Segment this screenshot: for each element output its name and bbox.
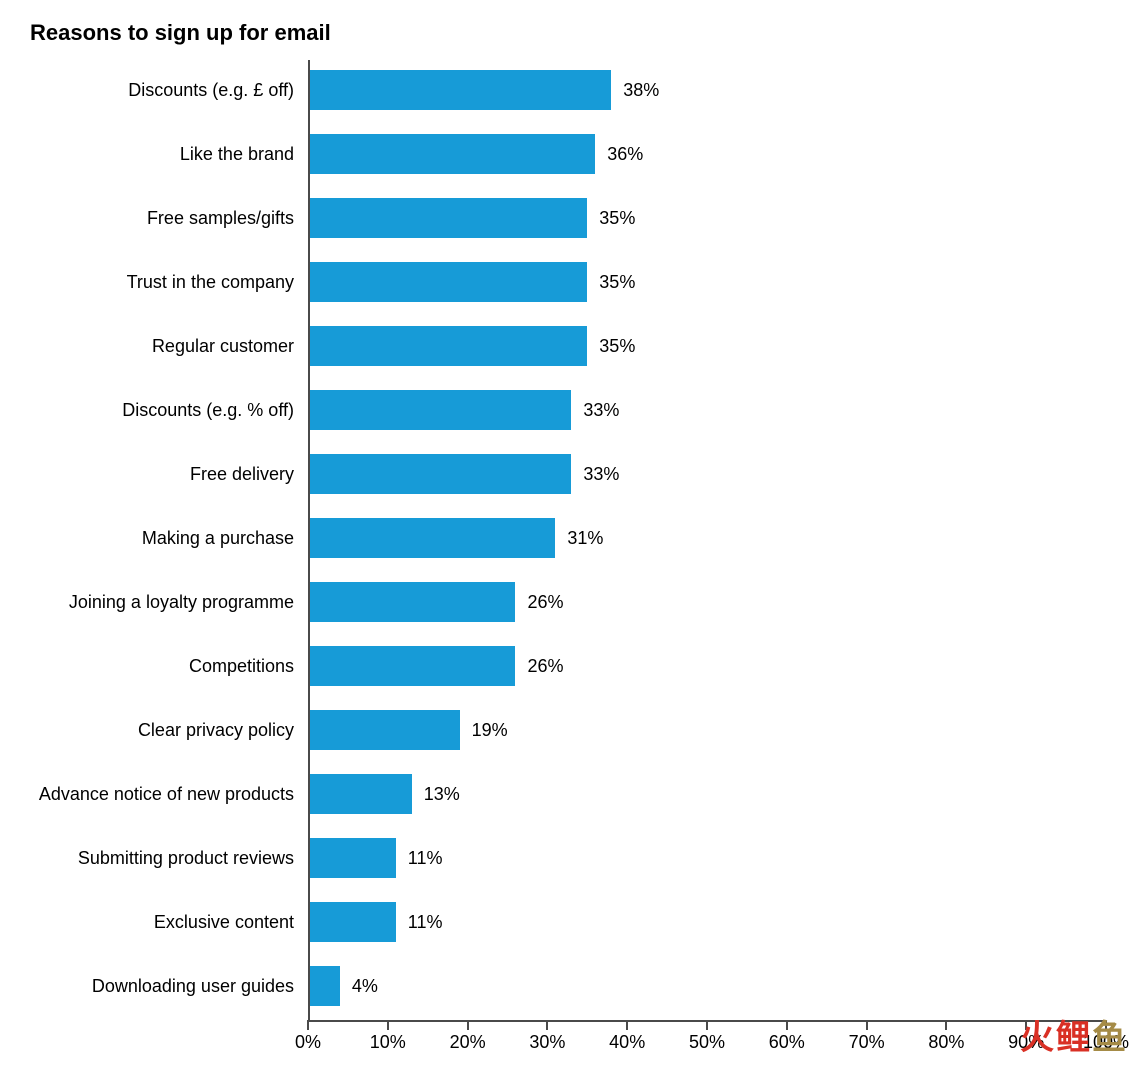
bar-label: Free samples/gifts <box>147 198 308 238</box>
bar <box>310 838 396 878</box>
bar <box>310 134 595 174</box>
bar-row: Advance notice of new products13% <box>308 774 1106 814</box>
x-tick-mark <box>387 1020 389 1030</box>
bar-label: Discounts (e.g. £ off) <box>128 70 308 110</box>
bar-label: Free delivery <box>190 454 308 494</box>
bar-row: Free delivery33% <box>308 454 1106 494</box>
bar <box>310 262 587 302</box>
x-tick-label: 50% <box>689 1032 725 1053</box>
bar-row: Trust in the company35% <box>308 262 1106 302</box>
bar-value: 35% <box>599 198 635 238</box>
bar <box>310 774 412 814</box>
bar <box>310 198 587 238</box>
bar-label: Clear privacy policy <box>138 710 308 750</box>
chart-title: Reasons to sign up for email <box>30 20 1116 46</box>
bar <box>310 70 611 110</box>
chart-wrap: Discounts (e.g. £ off)38%Like the brand3… <box>30 60 1116 1060</box>
bar-value: 13% <box>424 774 460 814</box>
bar <box>310 454 571 494</box>
x-tick-label: 10% <box>370 1032 406 1053</box>
bar-row: Competitions26% <box>308 646 1106 686</box>
x-tick-label: 0% <box>295 1032 321 1053</box>
bar-value: 26% <box>527 646 563 686</box>
bar-label: Trust in the company <box>127 262 308 302</box>
bar-label: Like the brand <box>180 134 308 174</box>
bar-row: Discounts (e.g. £ off)38% <box>308 70 1106 110</box>
x-tick-mark <box>866 1020 868 1030</box>
x-tick-mark <box>1105 1020 1107 1030</box>
bar-label: Advance notice of new products <box>39 774 308 814</box>
bar-value: 4% <box>352 966 378 1006</box>
bar <box>310 966 340 1006</box>
x-tick-label: 40% <box>609 1032 645 1053</box>
x-tick-mark <box>626 1020 628 1030</box>
x-tick-mark <box>546 1020 548 1030</box>
bar <box>310 518 555 558</box>
bar-row: Joining a loyalty programme26% <box>308 582 1106 622</box>
x-tick-mark <box>1025 1020 1027 1030</box>
x-tick-label: 100% <box>1083 1032 1129 1053</box>
bar-label: Submitting product reviews <box>78 838 308 878</box>
bar-label: Joining a loyalty programme <box>69 582 308 622</box>
bar-value: 35% <box>599 262 635 302</box>
x-tick-mark <box>307 1020 309 1030</box>
x-tick-label: 30% <box>529 1032 565 1053</box>
bar-row: Free samples/gifts35% <box>308 198 1106 238</box>
bar-row: Making a purchase31% <box>308 518 1106 558</box>
bar-row: Like the brand36% <box>308 134 1106 174</box>
bar-label: Regular customer <box>152 326 308 366</box>
x-tick-mark <box>467 1020 469 1030</box>
bar-label: Making a purchase <box>142 518 308 558</box>
page: Reasons to sign up for email Discounts (… <box>0 0 1146 1086</box>
bar-row: Regular customer35% <box>308 326 1106 366</box>
bar-chart: Discounts (e.g. £ off)38%Like the brand3… <box>30 60 1106 1060</box>
x-tick-label: 60% <box>769 1032 805 1053</box>
bar-value: 35% <box>599 326 635 366</box>
bar-value: 31% <box>567 518 603 558</box>
bar-label: Competitions <box>189 646 308 686</box>
bar-label: Discounts (e.g. % off) <box>122 390 308 430</box>
bar <box>310 710 460 750</box>
x-tick-label: 90% <box>1008 1032 1044 1053</box>
bar <box>310 646 515 686</box>
bar-value: 33% <box>583 454 619 494</box>
bar-row: Exclusive content11% <box>308 902 1106 942</box>
x-tick-mark <box>945 1020 947 1030</box>
bar-value: 33% <box>583 390 619 430</box>
x-tick-label: 20% <box>450 1032 486 1053</box>
bar-value: 11% <box>408 902 443 942</box>
x-axis-ticks: 0%10%20%30%40%50%60%70%80%90%100% <box>308 1020 1106 1060</box>
bar-value: 19% <box>472 710 508 750</box>
bar-row: Clear privacy policy19% <box>308 710 1106 750</box>
bar-row: Downloading user guides4% <box>308 966 1106 1006</box>
x-tick-label: 80% <box>928 1032 964 1053</box>
bar-value: 38% <box>623 70 659 110</box>
bar-label: Downloading user guides <box>92 966 308 1006</box>
x-tick-label: 70% <box>849 1032 885 1053</box>
bar <box>310 902 396 942</box>
bar-value: 26% <box>527 582 563 622</box>
bar-value: 36% <box>607 134 643 174</box>
x-tick-mark <box>706 1020 708 1030</box>
x-tick-mark <box>786 1020 788 1030</box>
bar <box>310 582 515 622</box>
plot-area: Discounts (e.g. £ off)38% Like the brand3… <box>308 60 1106 1020</box>
bar-value: 11% <box>408 838 443 878</box>
bar <box>310 326 587 366</box>
bar-label: Exclusive content <box>154 902 308 942</box>
bar-row: Submitting product reviews11% <box>308 838 1106 878</box>
bar <box>310 390 571 430</box>
bar-row: Discounts (e.g. % off)33% <box>308 390 1106 430</box>
